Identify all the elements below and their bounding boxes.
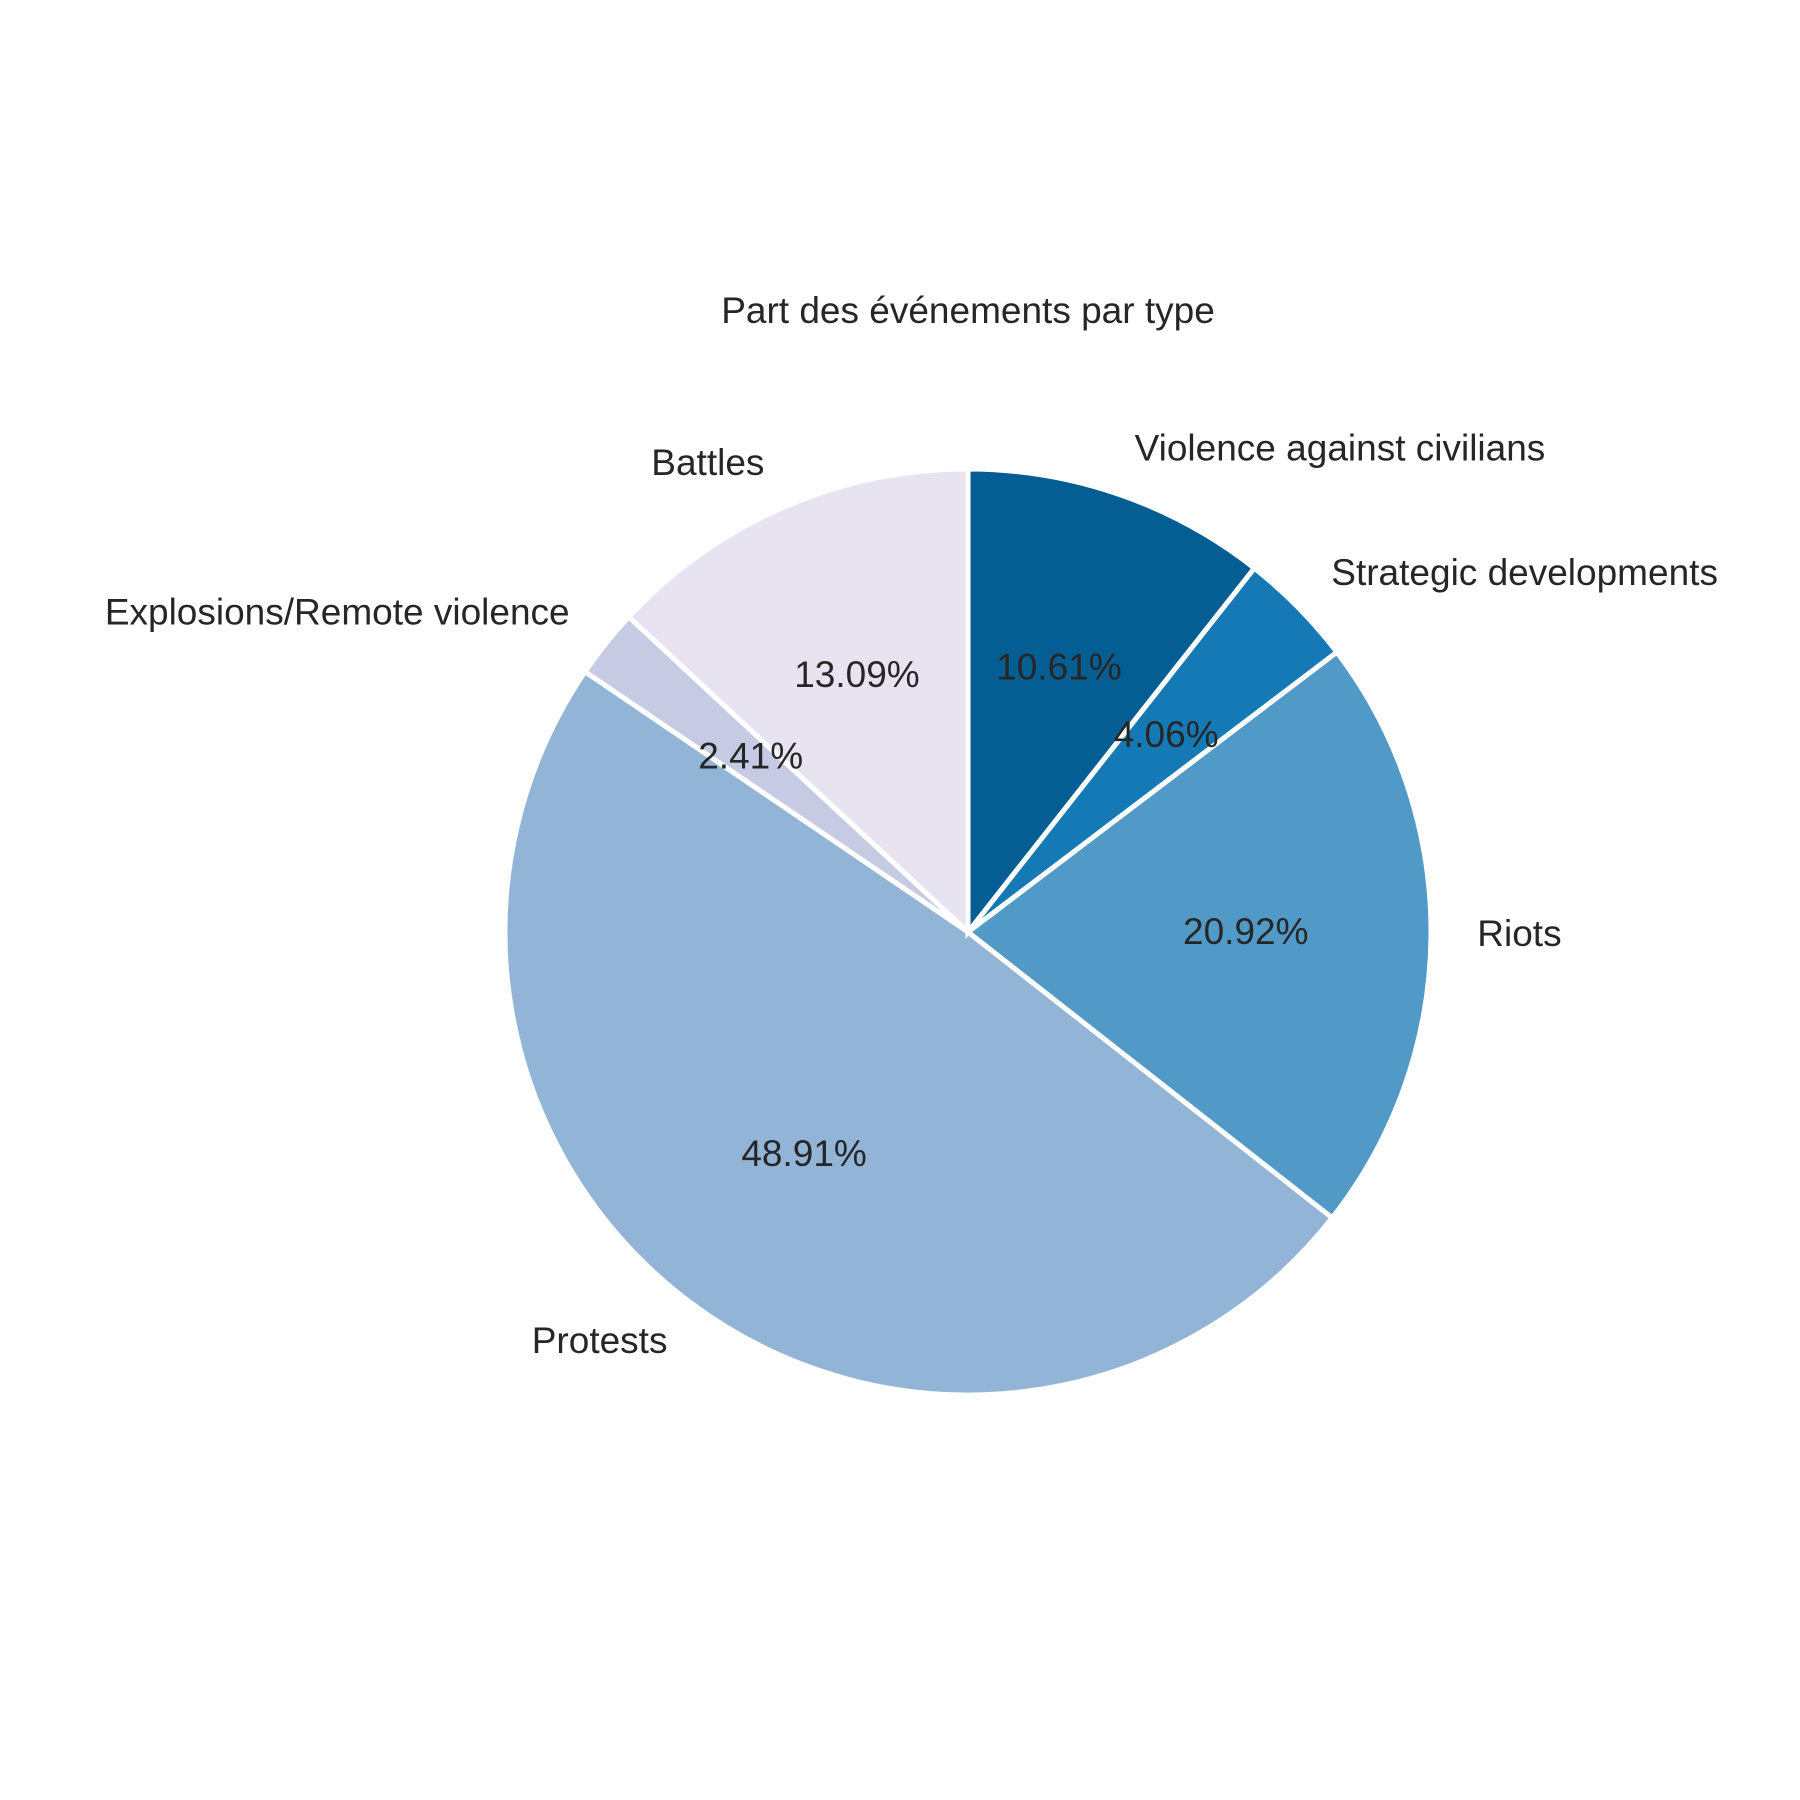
category-label-violence-against-civilians: Violence against civilians [1135,428,1546,469]
slice-protests [502,668,1336,1398]
category-label-battles: Battles [651,442,764,483]
category-labels: Battles Explosions/Remote violence Protest… [105,428,1718,1361]
slice-violence-against-civilians [965,466,1258,940]
percentage-label-violence-against-civilians: 10.61% [996,646,1122,687]
slice-battles [625,466,971,938]
percentage-label-explosions-remote-violence: 2.41% [698,736,803,777]
pie-slices [502,466,1434,1398]
category-label-protests: Protests [532,1320,668,1361]
percentage-labels: 13.09% 2.41% 48.91% 20.92% 4.06% 10.61% [698,646,1308,1174]
category-label-riots: Riots [1477,913,1561,954]
percentage-label-strategic-developments: 4.06% [1114,714,1219,755]
percentage-label-protests: 48.91% [741,1133,867,1174]
chart-title: Part des événements par type [721,290,1215,331]
category-label-explosions-remote-violence: Explosions/Remote violence [105,591,570,632]
percentage-label-riots: 20.92% [1183,911,1309,952]
slice-riots [963,648,1434,1222]
category-label-strategic-developments: Strategic developments [1331,552,1718,593]
percentage-label-battles: 13.09% [794,654,920,695]
